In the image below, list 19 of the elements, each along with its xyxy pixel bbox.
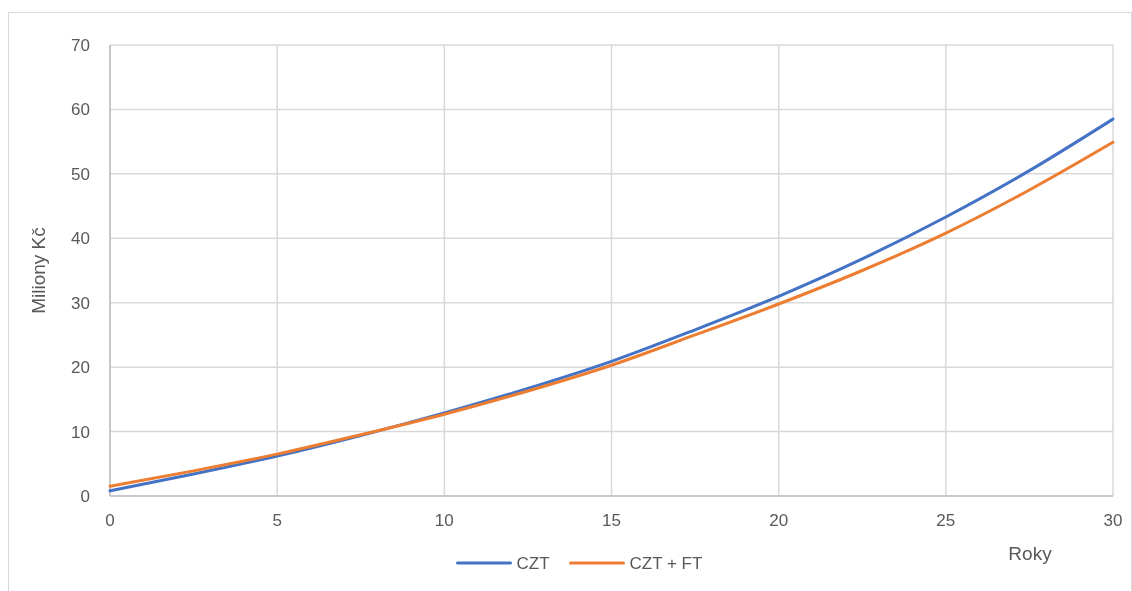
x-tick-label: 10 bbox=[434, 511, 454, 530]
y-tick-label: 20 bbox=[71, 358, 90, 378]
y-tick-label: 60 bbox=[71, 100, 90, 120]
x-tick-label: 5 bbox=[272, 511, 282, 530]
y-tick-label: 30 bbox=[71, 293, 90, 313]
x-tick-label: 25 bbox=[936, 511, 956, 530]
x-tick-label: 0 bbox=[105, 511, 115, 530]
y-tick-label: 10 bbox=[71, 422, 90, 442]
x-tick-label: 15 bbox=[602, 511, 621, 530]
y-tick-label: 0 bbox=[80, 486, 90, 506]
y-tick-label: 70 bbox=[71, 35, 90, 55]
x-tick-label: 20 bbox=[769, 511, 789, 530]
x-axis-title: Roky bbox=[1008, 543, 1053, 564]
y-tick-label: 50 bbox=[71, 164, 90, 184]
legend-label: CZT bbox=[516, 553, 550, 573]
x-tick-label: 30 bbox=[1103, 511, 1123, 530]
y-axis-title: Miliony Kč bbox=[28, 227, 49, 314]
y-tick-label: 40 bbox=[71, 229, 90, 249]
legend-label: CZT + FT bbox=[629, 553, 703, 573]
